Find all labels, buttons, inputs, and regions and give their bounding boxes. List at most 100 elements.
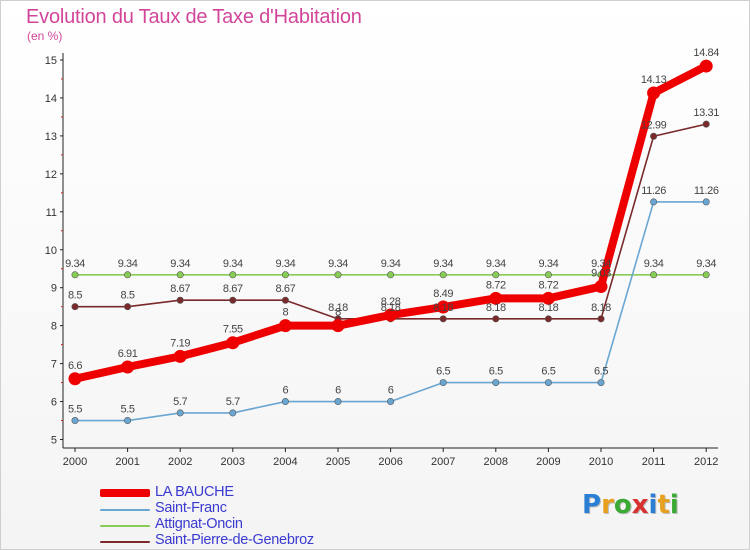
data-label: 8	[283, 307, 289, 319]
data-label: 9.34	[696, 258, 716, 270]
data-label: 8.18	[433, 302, 453, 314]
data-label: 8.72	[486, 279, 506, 291]
data-point	[229, 271, 237, 279]
data-label: 8.67	[223, 283, 243, 295]
data-point	[650, 132, 658, 140]
data-label: 6.6	[68, 360, 82, 372]
data-label: 8.18	[591, 302, 611, 314]
data-point	[436, 300, 450, 314]
legend-label: Attignat-Oncin	[155, 516, 243, 532]
data-label: 9.03	[591, 268, 611, 280]
data-point	[544, 315, 552, 323]
data-point	[544, 271, 552, 279]
data-label: 8.72	[538, 279, 558, 291]
data-label: 6.91	[118, 348, 138, 360]
legend-swatch	[100, 509, 150, 511]
data-label: 6.5	[594, 366, 608, 378]
data-point	[384, 308, 398, 322]
data-point	[702, 120, 710, 128]
data-point	[229, 409, 237, 417]
logo-letter: o	[613, 490, 632, 520]
data-point	[334, 398, 342, 406]
data-point	[71, 417, 79, 425]
x-tick-label: 2007	[431, 456, 455, 468]
data-point	[492, 271, 500, 279]
data-point	[281, 398, 289, 406]
data-label: 6.5	[541, 366, 555, 378]
data-label: 11.26	[694, 185, 719, 197]
logo-letter: r	[601, 490, 614, 520]
data-label: 8.49	[433, 288, 453, 300]
data-point	[281, 271, 289, 279]
x-tick-label: 2002	[168, 456, 192, 468]
data-label: 8.5	[68, 290, 82, 302]
data-point	[124, 417, 132, 425]
data-label: 8.18	[328, 302, 348, 314]
y-tick-label: 10	[45, 245, 57, 257]
data-label: 9.34	[65, 258, 85, 270]
x-tick-label: 2005	[326, 456, 350, 468]
data-label: 6	[335, 385, 341, 397]
logo-letter: t	[657, 490, 670, 520]
data-label: 12.99	[641, 119, 667, 131]
data-point	[439, 379, 447, 387]
data-label: 11.26	[641, 185, 666, 197]
data-label: 6.5	[436, 366, 450, 378]
y-tick-label: 9	[51, 283, 57, 295]
y-tick-label: 15	[45, 55, 57, 67]
data-point	[541, 291, 555, 305]
x-tick-label: 2000	[63, 456, 87, 468]
data-label: 14.13	[641, 74, 667, 86]
y-tick-label: 13	[45, 131, 57, 143]
logo-letter: i	[648, 490, 658, 520]
data-label: 6	[388, 385, 394, 397]
x-tick-label: 2001	[115, 456, 139, 468]
data-label: 5.5	[68, 404, 82, 416]
data-label: 9.34	[223, 258, 243, 270]
data-point	[597, 315, 605, 323]
data-label: 5.7	[226, 396, 240, 408]
data-label: 8	[335, 307, 341, 319]
data-point	[229, 296, 237, 304]
x-tick-label: 2010	[589, 456, 613, 468]
data-point	[278, 319, 292, 333]
data-point	[439, 271, 447, 279]
data-point	[702, 198, 710, 206]
data-point	[334, 271, 342, 279]
data-point	[594, 280, 608, 294]
data-point	[68, 372, 82, 386]
logo-letter: P	[582, 490, 602, 520]
data-label: 6	[283, 385, 289, 397]
data-point	[124, 303, 132, 311]
data-label: 13.31	[693, 107, 719, 119]
x-tick-label: 2006	[378, 456, 402, 468]
data-point	[492, 379, 500, 387]
data-label: 8.5	[121, 290, 135, 302]
data-label: 9.34	[486, 258, 506, 270]
data-point	[176, 409, 184, 417]
proxiti-logo: Proxiti	[582, 490, 679, 520]
x-tick-label: 2008	[484, 456, 508, 468]
data-label: 9.34	[275, 258, 295, 270]
data-point	[489, 291, 503, 305]
legend-label: Saint-Franc	[155, 500, 227, 516]
data-point	[597, 379, 605, 387]
data-point	[647, 86, 661, 100]
data-label: 9.34	[118, 258, 138, 270]
data-label: 7.19	[170, 337, 190, 349]
data-point	[173, 349, 187, 363]
data-point	[176, 271, 184, 279]
data-label: 8.18	[538, 302, 558, 314]
legend-swatch	[100, 541, 150, 543]
data-label: 7.55	[223, 324, 243, 336]
logo-letter: i	[669, 490, 679, 520]
data-point	[71, 271, 79, 279]
data-point	[121, 360, 135, 374]
data-label: 8.67	[170, 283, 190, 295]
y-tick-label: 6	[51, 397, 57, 409]
data-label: 6.5	[489, 366, 503, 378]
chart-subtitle: (en %)	[27, 29, 63, 43]
data-point	[650, 198, 658, 206]
legend-label: Saint-Pierre-de-Genebroz	[155, 532, 314, 548]
y-tick-label: 5	[51, 435, 57, 447]
